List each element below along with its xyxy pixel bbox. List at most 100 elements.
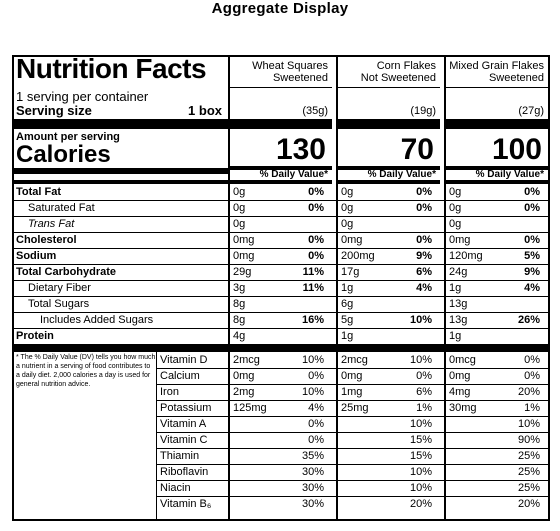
- nutrient-amount: 8g: [233, 298, 246, 310]
- nutrient-amount: 4g: [233, 330, 246, 342]
- nutrient-daily-value: 5%: [524, 250, 540, 262]
- vitamin-label: Vitamin A: [160, 418, 207, 430]
- thick-rule-4: [12, 344, 550, 352]
- nutrient-amount: 13g: [449, 314, 468, 326]
- nutrient-amount: 0mg: [233, 234, 255, 246]
- vitamin-label-divider: [156, 352, 157, 519]
- vitamin-daily-value: 25%: [517, 450, 540, 462]
- row-rule: [12, 200, 550, 201]
- nutrient-amount: 5g: [341, 314, 354, 326]
- vitamin-label: Riboflavin: [160, 466, 209, 478]
- nutrient-amount: 0g: [341, 186, 354, 198]
- vitamin-amount: 125mg: [233, 402, 267, 414]
- product-calories: 130: [275, 133, 326, 166]
- vitamin-amount: 0mg: [341, 370, 363, 382]
- nutrient-label: Trans Fat: [28, 218, 75, 230]
- nutrient-label: Saturated Fat: [28, 202, 95, 214]
- nutrient-daily-value: 0%: [416, 234, 432, 246]
- vitamin-daily-value: 35%: [301, 450, 324, 462]
- column-thick-rule-3: [446, 180, 548, 184]
- vitamin-daily-value: 10%: [517, 418, 540, 430]
- serving-size-value: 1 box: [188, 103, 222, 118]
- nutrient-daily-value: 16%: [301, 314, 324, 326]
- nutrient-daily-value: 0%: [308, 186, 324, 198]
- column-thin-rule: [446, 87, 548, 88]
- product-name-line1: Corn Flakes: [376, 60, 436, 72]
- vitamin-daily-value: 25%: [517, 482, 540, 494]
- row-rule: [12, 328, 550, 329]
- vitamin-amount: 0mg: [449, 370, 471, 382]
- nutrient-label: Protein: [16, 330, 54, 342]
- row-rule: [12, 248, 550, 249]
- vitamin-daily-value: 10%: [409, 482, 432, 494]
- row-rule: [12, 264, 550, 265]
- nutrient-amount: 24g: [449, 266, 468, 278]
- column-thick-rule-2: [338, 166, 440, 170]
- vitamin-row-rule: [156, 496, 550, 497]
- column-thin-rule: [338, 87, 440, 88]
- nutrient-daily-value: 0%: [416, 202, 432, 214]
- vitamin-daily-value: 90%: [517, 434, 540, 446]
- serving-size-label: Serving size: [16, 103, 92, 118]
- vitamin-amount: 2mg: [233, 386, 255, 398]
- vitamin-amount: 0mg: [233, 370, 255, 382]
- thick-rule-1: [12, 119, 228, 129]
- nutrient-daily-value: 0%: [524, 202, 540, 214]
- nutrient-amount: 3g: [233, 282, 246, 294]
- column-thick-rule-2: [230, 166, 332, 170]
- vitamin-amount: 1mg: [341, 386, 363, 398]
- vitamin-amount: 25mg: [341, 402, 369, 414]
- vitamin-daily-value: 6%: [416, 386, 432, 398]
- nutrient-amount: 120mg: [449, 250, 483, 262]
- row-rule: [12, 296, 550, 297]
- row-rule: [12, 232, 550, 233]
- nutrient-daily-value: 4%: [416, 282, 432, 294]
- nutrient-daily-value: 10%: [409, 314, 432, 326]
- label-left-border: [12, 55, 14, 521]
- nutrient-daily-value: 4%: [524, 282, 540, 294]
- nutrient-amount: 1g: [449, 282, 462, 294]
- label-title: Nutrition Facts: [16, 53, 207, 84]
- nutrient-amount: 1g: [341, 330, 354, 342]
- vitamin-amount: 2mcg: [233, 354, 260, 366]
- vitamin-daily-value: 0%: [416, 370, 432, 382]
- column-divider-1: [228, 55, 230, 521]
- nutrient-amount: 0mg: [449, 234, 471, 246]
- thick-rule-2: [12, 168, 228, 174]
- vitamin-label: Iron: [160, 386, 179, 398]
- vitamin-daily-value: 30%: [301, 498, 324, 510]
- daily-value-header: % Daily Value*: [259, 169, 328, 180]
- product-name-line1: Wheat Squares: [252, 60, 328, 72]
- nutrient-amount: 13g: [449, 298, 468, 310]
- vitamin-row-rule: [156, 448, 550, 449]
- column-thin-rule: [230, 87, 332, 88]
- nutrient-label: Total Carbohydrate: [16, 266, 117, 278]
- nutrient-daily-value: 0%: [524, 234, 540, 246]
- product-calories: 70: [400, 133, 434, 166]
- nutrient-label: Total Fat: [16, 186, 62, 198]
- nutrient-daily-value: 0%: [308, 250, 324, 262]
- nutrient-daily-value: 11%: [302, 282, 324, 294]
- footnote: * The % Daily Value (DV) tells you how m…: [16, 354, 156, 388]
- vitamin-daily-value: 0%: [524, 370, 540, 382]
- nutrient-amount: 0g: [341, 202, 354, 214]
- vitamin-daily-value: 10%: [409, 354, 432, 366]
- vitamin-daily-value: 10%: [301, 354, 324, 366]
- nutrient-label: Cholesterol: [16, 234, 77, 246]
- vitamin-label: Potassium: [160, 402, 212, 414]
- vitamin-daily-value: 0%: [308, 434, 324, 446]
- row-rule: [12, 280, 550, 281]
- nutrient-amount: 0g: [233, 186, 246, 198]
- vitamin-daily-value: 10%: [301, 386, 324, 398]
- vitamin-label: Vitamin B₆: [160, 498, 212, 510]
- product-name-line1: Mixed Grain Flakes: [449, 60, 544, 72]
- product-serving-size: (19g): [410, 105, 436, 117]
- product-name-line2: Not Sweetened: [360, 72, 436, 84]
- nutrient-daily-value: 9%: [524, 266, 540, 278]
- column-thick-rule-3: [338, 180, 440, 184]
- vitamin-label: Vitamin C: [160, 434, 208, 446]
- amount-per-serving: Amount per serving: [16, 131, 120, 143]
- column-thick-rule-1: [446, 119, 548, 129]
- nutrient-amount: 6g: [341, 298, 354, 310]
- thick-rule-3: [12, 180, 228, 184]
